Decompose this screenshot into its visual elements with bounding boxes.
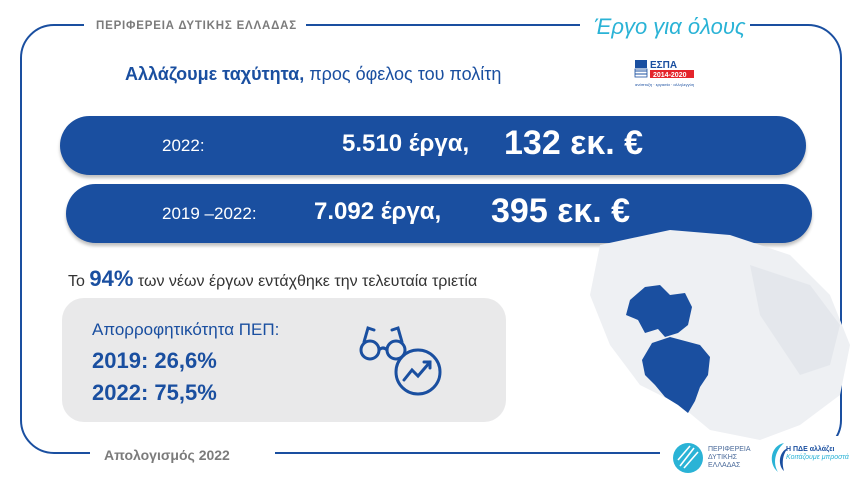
glasses-icon	[359, 339, 381, 361]
map-region-aitoloakarnania	[626, 285, 692, 337]
region-logo-line: ΔΥΤΙΚΗΣ	[708, 454, 738, 461]
espa-name: ΕΣΠΑ	[650, 60, 677, 71]
frame-gap-bottom-left	[90, 444, 275, 464]
trend-up-icon	[394, 348, 442, 396]
stat-banner-2022: 2022: 5.510 έργα, 132 εκ. €	[60, 116, 806, 175]
absorption-2022: 2022: 75,5%	[92, 380, 217, 405]
pde-logo-text: Η ΠΔΕ αλλάζει Κοιτάζουμε μπροστά	[786, 446, 856, 462]
frame-gap-top-left	[84, 18, 306, 32]
new-projects-share: Το 94% των νέων έργων εντάχθηκε την τελε…	[68, 266, 477, 292]
espa-logo: ΕΣΠΑ 2014-2020 ανάπτυξη · εργασία · αλλη…	[634, 58, 696, 90]
pde-logo-icon	[771, 443, 788, 472]
espa-tagline: ανάπτυξη · εργασία · αλληλεγγύη	[635, 82, 694, 87]
pde-logo-line2: Κοιτάζουμε μπροστά	[786, 454, 849, 461]
headline: Αλλάζουμε ταχύτητα, προς όφελος του πολί…	[125, 64, 501, 85]
stat-year: 2019 –2022:	[162, 204, 257, 223]
stat-amount: 132 εκ. €	[504, 124, 644, 162]
region-logo-line: ΕΛΛΑΔΑΣ	[708, 462, 741, 469]
share-suffix: των νέων έργων εντάχθηκε την τελευταία τ…	[133, 273, 478, 290]
absorption-panel: Απορροφητικότητα ΠΕΠ: 2019: 26,6% 2022: …	[62, 298, 506, 422]
stat-project-count: 5.510 έργα,	[342, 130, 470, 157]
espa-period: 2014-2020	[653, 72, 687, 79]
absorption-title: Απορροφητικότητα ΠΕΠ:	[92, 320, 280, 339]
map-region-peloponnese-west	[642, 337, 710, 413]
region-header: ΠΕΡΙΦΕΡΕΙΑ ΔΥΤΙΚΗΣ ΕΛΛΑΔΑΣ	[96, 20, 297, 32]
stat-amount: 395 εκ. €	[491, 192, 631, 230]
region-logo-icon	[673, 443, 703, 473]
share-prefix: Το	[68, 273, 90, 290]
share-percent: 94%	[89, 266, 134, 291]
stat-project-count: 7.092 έργα,	[314, 198, 442, 225]
region-logo-line: ΠΕΡΙΦΕΡΕΙΑ	[708, 446, 751, 453]
region-logo-text: ΠΕΡΙΦΕΡΕΙΑ ΔΥΤΙΚΗΣ ΕΛΛΑΔΑΣ	[708, 446, 768, 470]
greek-flag-icon	[634, 68, 648, 78]
eu-flag-icon	[635, 60, 647, 68]
stat-year: 2022:	[162, 136, 205, 155]
absorption-2019: 2019: 26,6%	[92, 348, 217, 373]
headline-rest: προς όφελος του πολίτη	[304, 64, 502, 84]
headline-bold: Αλλάζουμε ταχύτητα,	[125, 64, 305, 84]
pde-logo-line1: Η ΠΔΕ αλλάζει	[786, 446, 835, 453]
slogan: Έργο για όλους	[594, 14, 746, 39]
glasses-growth-icon	[359, 326, 442, 396]
content-frame	[20, 24, 842, 454]
footer-title: Απολογισμός 2022	[104, 447, 230, 463]
frame-gap-top-right	[580, 10, 750, 38]
region-map-icon	[590, 230, 850, 440]
